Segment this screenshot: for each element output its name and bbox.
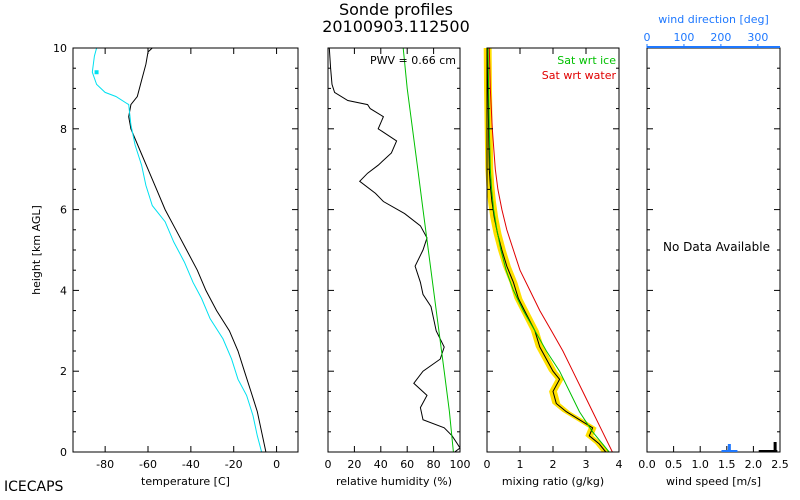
icecaps-branding: ICECAPS — [4, 479, 64, 495]
mixing_ratio-xtick-label: 2 — [550, 458, 557, 471]
wind-speed-marker — [773, 442, 777, 452]
wind-xtick-label: 0.0 — [638, 458, 656, 471]
relative_humidity-xtick-label: 0 — [325, 458, 332, 471]
relative_humidity-xtick-label: 100 — [450, 458, 471, 471]
legend-sat-water: Sat wrt water — [542, 69, 617, 82]
wind-xtick-label: 0.5 — [665, 458, 683, 471]
relative_humidity-xtick-label: 60 — [400, 458, 414, 471]
mixing-ratio-panel: 0 1 2 3 4 mixing ratio (g/kg) Sat wrt ice Sat w… — [483, 47, 623, 488]
mixing_ratio-xlabel: mixing ratio (g/kg) — [502, 475, 604, 488]
relative_humidity-xlabel: relative humidity (%) — [336, 475, 452, 488]
temperature-xtick-label: -20 — [225, 458, 243, 471]
height-tick-label: 8 — [60, 123, 67, 136]
height-tick-label: 6 — [60, 204, 67, 217]
relative_humidity-xtick-label: 20 — [347, 458, 361, 471]
temperature-line — [128, 47, 267, 453]
dewpoint-top-marker — [94, 70, 99, 75]
wind-direction-label: wind direction [deg] — [658, 13, 769, 26]
height-tick-label: 10 — [53, 42, 67, 55]
wind-xtick-label: 1.0 — [691, 458, 709, 471]
mixing-ratio-uncertainty-band — [483, 48, 610, 452]
wind-direction-marker — [727, 444, 731, 452]
wind-direction-tick-label: 300 — [747, 31, 768, 44]
mixing_ratio-xtick-label: 4 — [616, 458, 623, 471]
temperature-xtick-label: -40 — [182, 458, 200, 471]
temperature-frame — [72, 47, 299, 453]
temperature-panel: -80 -60 -40 -20 0 0 2 4 6 8 10 temperature [C] — [53, 42, 299, 488]
height-axis-label: height [km AGL] — [30, 205, 43, 295]
height-tick-label: 0 — [60, 446, 67, 459]
sat_water-line — [488, 47, 613, 453]
wind-direction-tick-label: 100 — [673, 31, 694, 44]
temperature-xtick-label: -60 — [139, 458, 157, 471]
relative_humidity-xtick-label: 40 — [374, 458, 388, 471]
height-tick-label: 4 — [60, 284, 67, 297]
wind-panel: 0.0 0.5 1.0 1.5 2.0 2.5 wind speed [m/s] 0 100 20… — [638, 13, 789, 488]
temperature-xtick-label: 0 — [273, 458, 280, 471]
height-tick-label: 2 — [60, 365, 67, 378]
wind-xtick-label: 2.5 — [771, 458, 789, 471]
relative-humidity-panel: 0 20 40 60 80 100 relative humidity (%) PWV = 0… — [325, 47, 471, 488]
temperature-xtick-label: -80 — [96, 458, 114, 471]
no-data-annotation: No Data Available — [663, 240, 770, 254]
legend-sat-ice: Sat wrt ice — [557, 54, 616, 67]
mixing_ratio-xtick-label: 1 — [517, 458, 524, 471]
relative_humidity-frame — [327, 47, 461, 453]
mixing_ratio-xtick-label: 0 — [484, 458, 491, 471]
figure-title-line-1: Sonde profiles — [339, 0, 453, 19]
figure-title-line-2: 20100903.112500 — [322, 17, 470, 36]
pwv-annotation: PWV = 0.66 cm — [370, 54, 456, 67]
temperature-xlabel: temperature [C] — [141, 475, 230, 488]
relative_humidity-xtick-label: 80 — [427, 458, 441, 471]
wind-xtick-label: 1.5 — [718, 458, 736, 471]
sat_ice-line — [487, 47, 610, 453]
mixing_ratio-xtick-label: 3 — [583, 458, 590, 471]
wind-xtick-label: 2.0 — [745, 458, 763, 471]
wind-direction-tick-label: 0 — [644, 31, 651, 44]
dewpoint-line — [91, 47, 263, 453]
rh-line — [328, 47, 461, 453]
wind-direction-tick-label: 200 — [710, 31, 731, 44]
wind-xlabel: wind speed [m/s] — [666, 475, 761, 488]
rh_ice-line — [402, 47, 454, 453]
